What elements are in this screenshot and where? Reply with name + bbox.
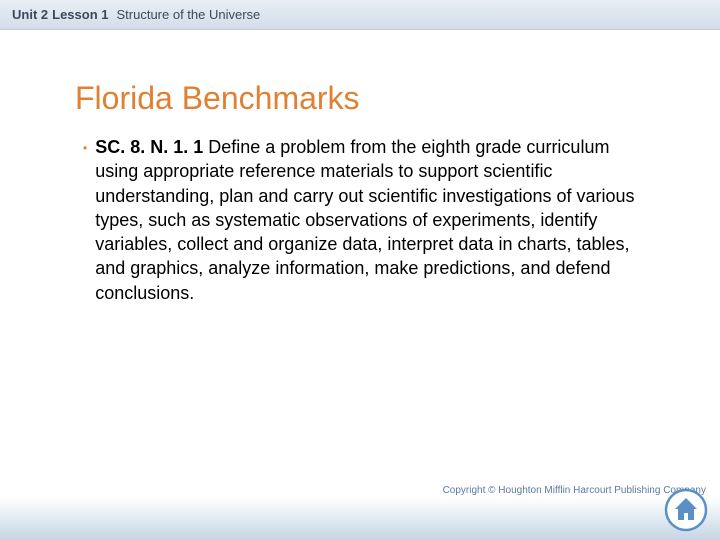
benchmark-text: SC. 8. N. 1. 1 Define a problem from the… [95,135,660,305]
home-icon [664,488,708,532]
footer-bar [0,498,720,540]
lesson-label: Lesson 1 [52,7,108,22]
header-bar: Unit 2 Lesson 1 Structure of the Univers… [0,0,720,30]
benchmark-description: Define a problem from the eighth grade c… [95,137,634,303]
section-title: Florida Benchmarks [75,80,660,117]
unit-label: Unit 2 [12,7,48,22]
home-button[interactable] [664,488,708,532]
content-area: Florida Benchmarks • SC. 8. N. 1. 1 Defi… [0,30,720,305]
bullet-icon: • [83,141,87,155]
benchmark-code: SC. 8. N. 1. 1 [95,137,203,157]
benchmark-item: • SC. 8. N. 1. 1 Define a problem from t… [75,135,660,305]
lesson-title: Structure of the Universe [116,7,260,22]
